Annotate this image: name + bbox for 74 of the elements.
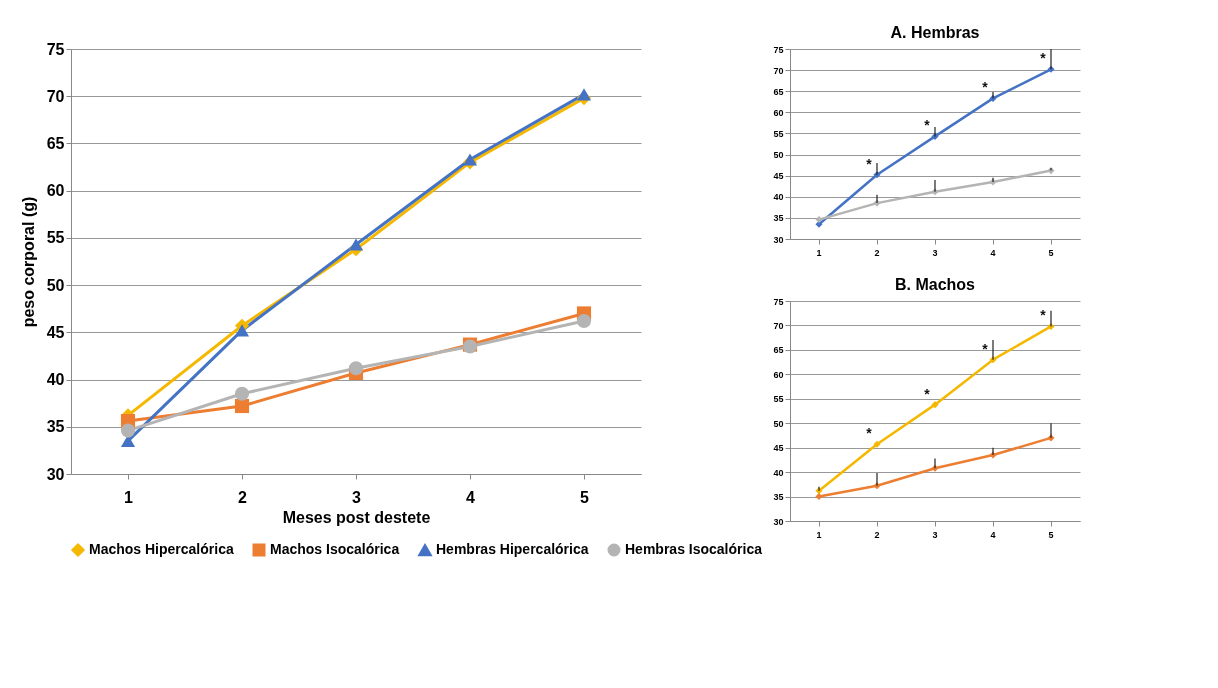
annotation: * <box>924 117 931 134</box>
y-tick-label: 45 <box>773 171 784 182</box>
x-tick-label: 5 <box>1048 529 1054 540</box>
y-tick-label: 70 <box>773 65 784 76</box>
y-tick-label: 35 <box>46 418 65 436</box>
point <box>234 398 250 414</box>
point <box>815 216 823 224</box>
x-tick-label: 1 <box>816 247 822 258</box>
y-axis-title: peso corporal (g) <box>19 196 37 328</box>
y-tick-label: 70 <box>46 87 65 105</box>
point <box>348 361 364 376</box>
x-tick-label: 5 <box>580 488 590 506</box>
y-tick-label: 65 <box>46 134 65 152</box>
annotation: * <box>1040 50 1047 67</box>
legend-label: Machos Isocalórica <box>270 541 400 557</box>
chart-title: A. Hembras <box>890 24 980 41</box>
point <box>348 238 364 251</box>
y-tick-label: 60 <box>46 182 65 200</box>
y-tick-label: 75 <box>773 44 784 55</box>
point <box>576 313 592 329</box>
y-tick-label: 65 <box>773 345 784 356</box>
y-tick-label: 60 <box>773 107 784 118</box>
y-tick-label: 70 <box>773 320 784 331</box>
point <box>873 440 881 448</box>
legend-label: Machos Hipercalórica <box>89 541 234 557</box>
y-tick-label: 40 <box>773 192 784 203</box>
x-tick-label: 4 <box>466 488 476 506</box>
y-tick-label: 55 <box>773 128 784 139</box>
y-tick-label: 50 <box>773 418 784 429</box>
annotation: * <box>924 385 931 402</box>
annotation: * <box>866 425 873 442</box>
x-tick-label: 5 <box>1048 247 1054 258</box>
y-tick-label: 30 <box>773 516 784 527</box>
y-tick-label: 35 <box>773 492 784 503</box>
x-axis-title: Meses post destete <box>282 508 431 526</box>
y-tick-label: 40 <box>773 467 784 478</box>
y-tick-label: 30 <box>773 234 784 245</box>
y-tick-label: 60 <box>773 369 784 380</box>
x-tick-label: 3 <box>352 488 362 506</box>
annotation: * <box>982 79 989 96</box>
point <box>931 401 939 409</box>
y-tick-label: 50 <box>773 150 784 161</box>
point <box>120 423 136 438</box>
point <box>462 153 478 166</box>
x-tick-label: 2 <box>238 488 248 506</box>
point <box>576 88 592 101</box>
y-tick-label: 75 <box>46 40 65 58</box>
annotation: * <box>1040 307 1047 324</box>
x-tick-label: 4 <box>990 247 996 258</box>
y-tick-label: 50 <box>46 276 65 294</box>
y-tick-label: 75 <box>773 296 784 307</box>
x-tick-label: 3 <box>932 529 938 540</box>
y-tick-label: 45 <box>773 443 784 454</box>
y-tick-label: 55 <box>46 229 65 247</box>
legend-label: Hembras Hipercalórica <box>436 541 589 558</box>
y-tick-label: 35 <box>773 213 784 224</box>
point <box>234 386 250 401</box>
annotation: * <box>982 340 989 357</box>
x-tick-label: 2 <box>874 529 880 540</box>
legend-label: Hembras Isocalórica <box>625 541 763 557</box>
y-tick-label: 40 <box>46 371 65 389</box>
chart-title: B. Machos <box>894 276 976 293</box>
x-tick-label: 2 <box>874 247 880 258</box>
point <box>815 493 823 501</box>
point <box>234 324 250 337</box>
x-tick-label: 4 <box>990 529 996 540</box>
annotation: * <box>866 155 873 172</box>
x-tick-label: 3 <box>932 247 938 258</box>
y-tick-label: 45 <box>46 323 65 341</box>
y-tick-label: 65 <box>773 86 784 97</box>
x-tick-label: 1 <box>816 529 822 540</box>
y-tick-label: 30 <box>46 465 65 483</box>
y-tick-label: 55 <box>773 394 784 405</box>
x-tick-label: 1 <box>124 488 134 506</box>
